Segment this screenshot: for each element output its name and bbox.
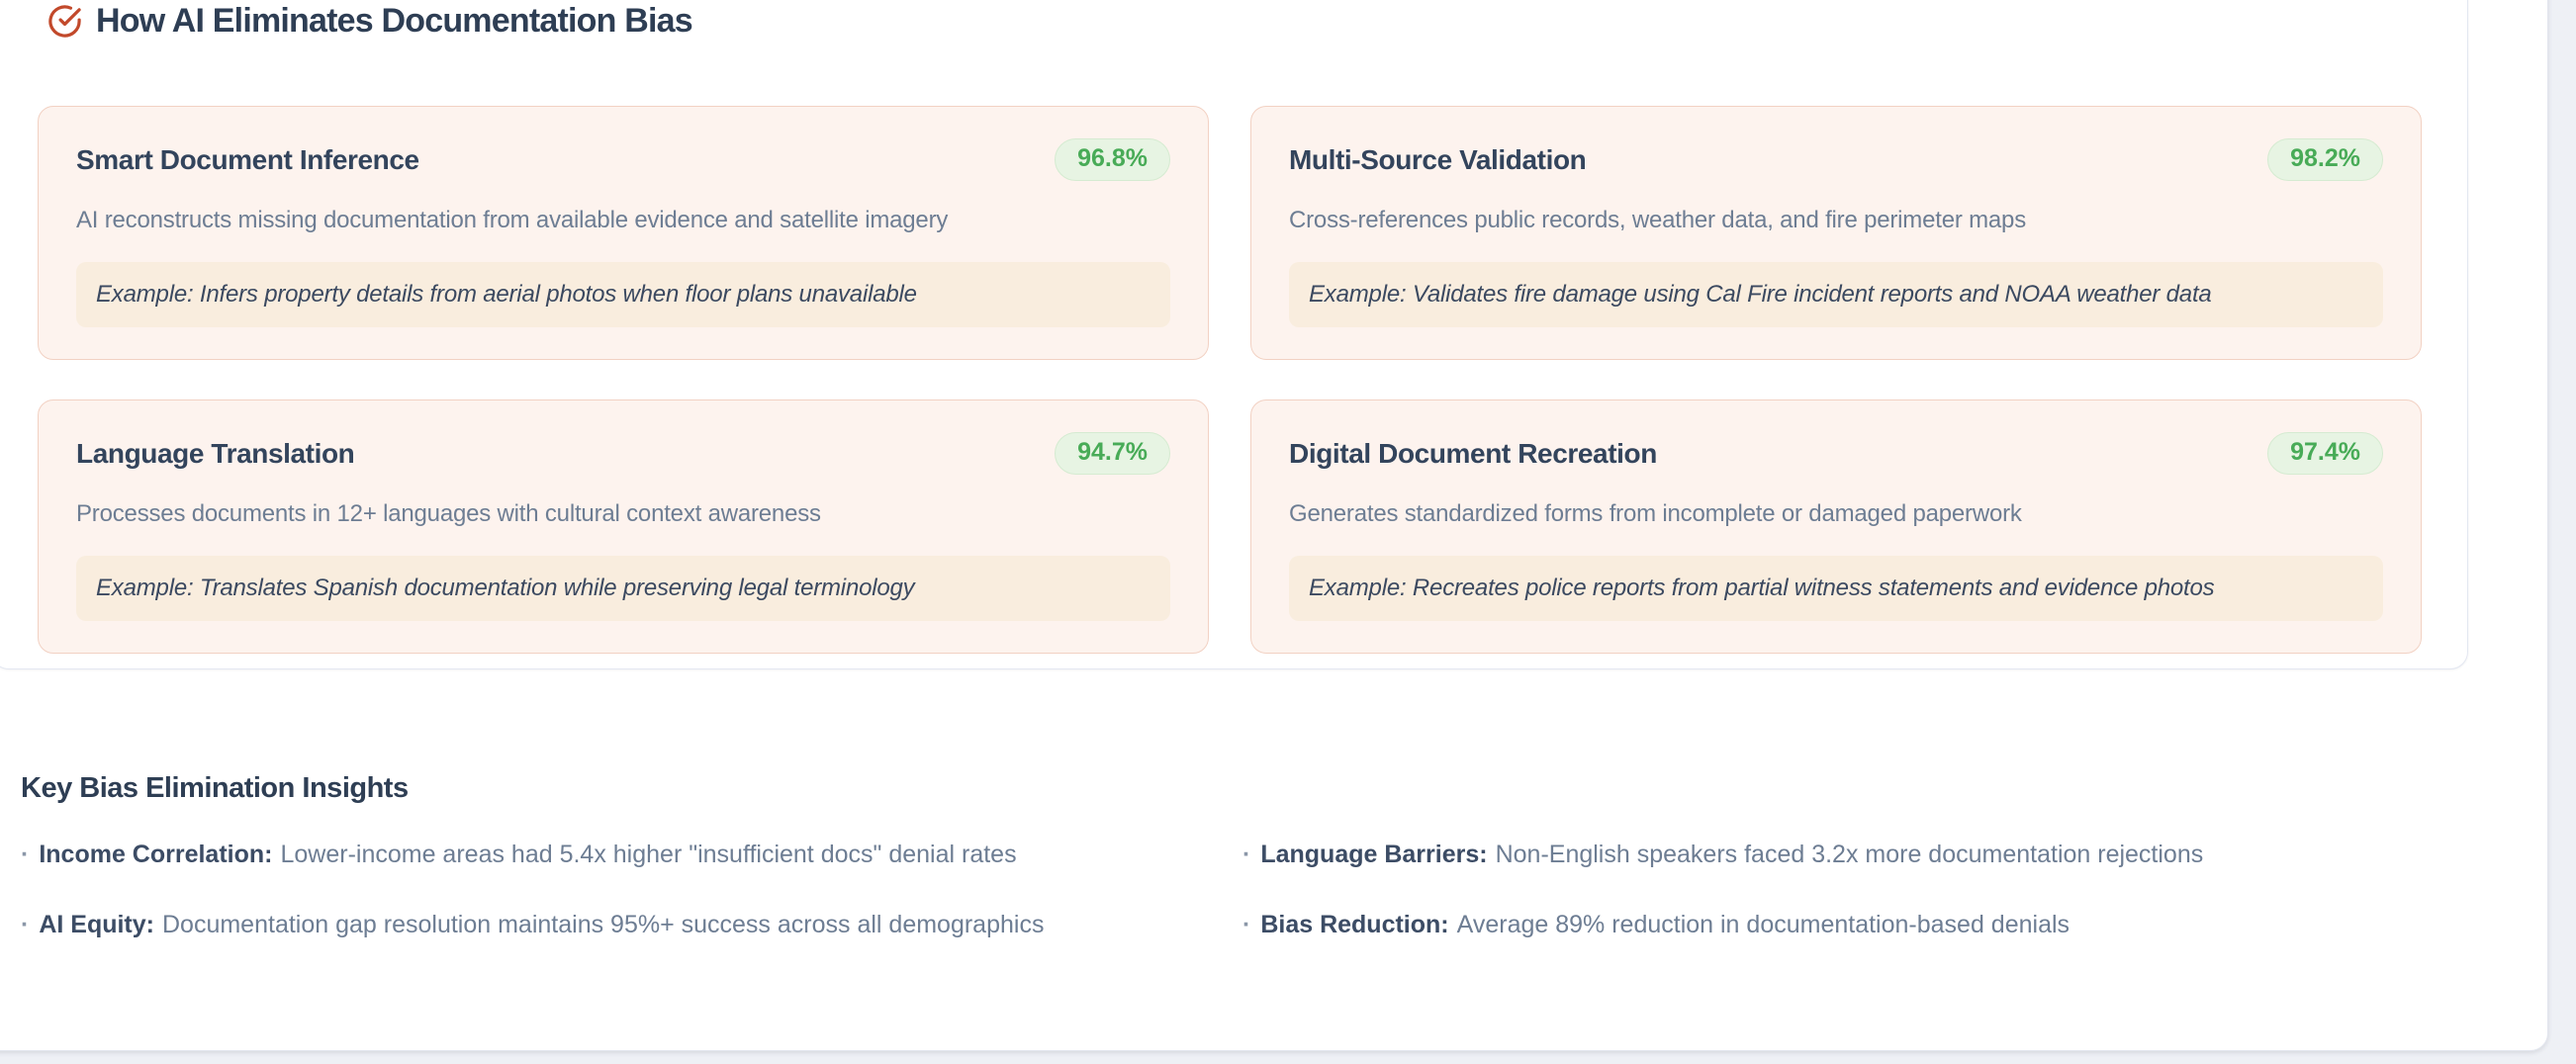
insights-title: Key Bias Elimination Insights	[21, 772, 409, 804]
feature-card-language-translation: Language Translation 94.7% Processes doc…	[38, 399, 1209, 654]
insight-label: Bias Reduction:	[1260, 911, 1449, 938]
feature-title: Multi-Source Validation	[1289, 143, 1587, 175]
insight-label: Income Correlation:	[39, 841, 273, 868]
feature-description: AI reconstructs missing documentation fr…	[76, 207, 949, 233]
feature-card-header: Multi-Source Validation 98.2%	[1289, 138, 2383, 181]
insight-income-correlation: · Income Correlation: Lower-income areas …	[21, 841, 1242, 869]
feature-description: Generates standardized forms from incomp…	[1289, 500, 2022, 527]
insight-text: Documentation gap resolution maintains 9…	[162, 911, 1045, 938]
feature-example: Example: Translates Spanish documentatio…	[76, 556, 1170, 621]
accuracy-badge: 96.8%	[1055, 138, 1170, 181]
insight-label: AI Equity:	[39, 911, 154, 938]
feature-card-digital-document-recreation: Digital Document Recreation 97.4% Genera…	[1250, 399, 2422, 654]
bullet-icon: ·	[21, 911, 30, 938]
feature-example: Example: Recreates police reports from p…	[1289, 556, 2383, 621]
insight-label: Language Barriers:	[1260, 841, 1488, 868]
documentation-bias-section: How AI Eliminates Documentation Bias Sma…	[0, 0, 2468, 669]
feature-description: Cross-references public records, weather…	[1289, 207, 2027, 233]
feature-card-smart-document-inference: Smart Document Inference 96.8% AI recons…	[38, 106, 1209, 360]
feature-card-header: Digital Document Recreation 97.4%	[1289, 432, 2383, 475]
insight-language-barriers: · Language Barriers: Non-English speakers…	[1242, 841, 2464, 869]
insight-text: Non-English speakers faced 3.2x more doc…	[1495, 841, 2204, 868]
bullet-icon: ·	[1242, 911, 1251, 938]
bullet-icon: ·	[21, 841, 30, 868]
feature-cards-grid: Smart Document Inference 96.8% AI recons…	[38, 106, 2422, 654]
accuracy-badge: 98.2%	[2267, 138, 2383, 181]
insights-grid: · Income Correlation: Lower-income areas …	[21, 841, 2464, 939]
check-circle-icon	[47, 4, 82, 39]
accuracy-badge: 94.7%	[1055, 432, 1170, 475]
insight-text: Lower-income areas had 5.4x higher "insu…	[280, 841, 1017, 868]
feature-card-header: Smart Document Inference 96.8%	[76, 138, 1170, 181]
insight-text: Average 89% reduction in documentation-b…	[1456, 911, 2070, 938]
feature-title: Smart Document Inference	[76, 143, 419, 175]
feature-card-multi-source-validation: Multi-Source Validation 98.2% Cross-refe…	[1250, 106, 2422, 360]
feature-example: Example: Validates fire damage using Cal…	[1289, 262, 2383, 327]
content-panel: How AI Eliminates Documentation Bias Sma…	[0, 0, 2548, 1051]
accuracy-badge: 97.4%	[2267, 432, 2383, 475]
insight-ai-equity: · AI Equity: Documentation gap resolution…	[21, 911, 1242, 939]
bullet-icon: ·	[1242, 841, 1251, 868]
section-title: How AI Eliminates Documentation Bias	[96, 2, 693, 40]
feature-description: Processes documents in 12+ languages wit…	[76, 500, 821, 527]
feature-title: Language Translation	[76, 437, 355, 469]
feature-example: Example: Infers property details from ae…	[76, 262, 1170, 327]
section-header: How AI Eliminates Documentation Bias	[0, 0, 2467, 41]
feature-title: Digital Document Recreation	[1289, 437, 1657, 469]
feature-card-header: Language Translation 94.7%	[76, 432, 1170, 475]
key-insights-section: Key Bias Elimination Insights · Income C…	[21, 772, 2464, 939]
insight-bias-reduction: · Bias Reduction: Average 89% reduction i…	[1242, 911, 2464, 939]
